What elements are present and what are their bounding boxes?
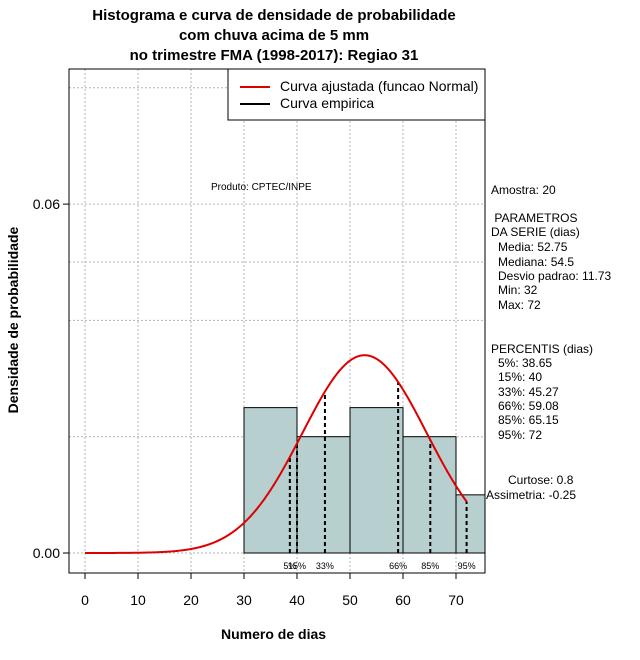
stat-percentis-header: PERCENTIS (dias) <box>491 342 594 356</box>
x-tick-label: 20 <box>183 592 199 608</box>
stat-p95: 95%: 72 <box>498 428 543 442</box>
title-line-1: Histograma e curva de densidade de proba… <box>92 7 456 24</box>
percentile-label: 95% <box>458 561 476 571</box>
percentile-labels: 5%15% 33% 66% 85% 95% <box>283 561 475 571</box>
x-tick-label: 60 <box>395 592 411 608</box>
y-tick-label: 0.06 <box>33 196 60 212</box>
y-axis-title: Densidade de probabilidade <box>5 226 21 414</box>
histogram-bar <box>455 494 486 554</box>
histogram-bar <box>296 436 351 554</box>
percentile-label: 33% <box>316 561 334 571</box>
stat-curtose: Curtose: 0.8 <box>508 473 574 487</box>
percentile-label: 85% <box>421 561 439 571</box>
histogram-bars <box>243 407 486 554</box>
stat-p85: 85%: 65.15 <box>498 413 559 427</box>
stat-p15: 15%: 40 <box>498 370 543 384</box>
histogram-bar <box>349 407 404 554</box>
stat-max: Max: 72 <box>498 298 541 312</box>
stat-mediana: Mediana: 54.5 <box>498 255 575 269</box>
stat-param-header-2: DA SERIE (dias) <box>491 225 580 239</box>
stat-min: Min: 32 <box>498 283 538 297</box>
x-tick-label: 50 <box>342 592 358 608</box>
legend-label-empirical: Curva empirica <box>280 95 374 111</box>
stat-assimetria: Assimetria: -0.25 <box>486 488 577 502</box>
legend-label-fitted: Curva ajustada (funcao Normal) <box>280 78 478 94</box>
stat-param-header-1: PARAMETROS <box>491 211 578 225</box>
title-line-3: no trimestre FMA (1998-2017): Regiao 31 <box>129 47 419 64</box>
x-axis-title: Numero de dias <box>221 626 327 642</box>
stat-media: Media: 52.75 <box>498 240 568 254</box>
title-line-2: com chuva acima de 5 mm <box>178 27 370 44</box>
legend: Curva ajustada (funcao Normal) Curva emp… <box>227 68 486 121</box>
percentile-label: 15% <box>288 561 306 571</box>
y-tick-label: 0.00 <box>33 545 60 561</box>
fitted-normal-curve <box>85 354 468 554</box>
x-tick-label: 70 <box>448 592 464 608</box>
percentile-label: 5% <box>283 561 296 571</box>
x-tick-label: 10 <box>130 592 146 608</box>
histogram-bar <box>243 407 298 554</box>
stat-amostra: Amostra: 20 <box>491 183 556 197</box>
x-tick-label: 30 <box>236 592 252 608</box>
stat-desvio: Desvio padrao: 11.73 <box>498 269 612 283</box>
product-annotation: Produto: CPTEC/INPE <box>211 182 312 193</box>
percentile-label: 66% <box>389 561 407 571</box>
percentile-lines <box>288 382 468 553</box>
stat-p66: 66%: 59.08 <box>498 399 559 413</box>
stat-p33: 33%: 45.27 <box>498 385 559 399</box>
axes: 0 10 20 30 40 50 60 70 0.00 0.06 <box>33 196 464 608</box>
x-tick-label: 40 <box>289 592 305 608</box>
x-tick-label: 0 <box>81 592 89 608</box>
stat-p5: 5%: 38.65 <box>498 356 553 370</box>
legend-box <box>227 68 486 121</box>
